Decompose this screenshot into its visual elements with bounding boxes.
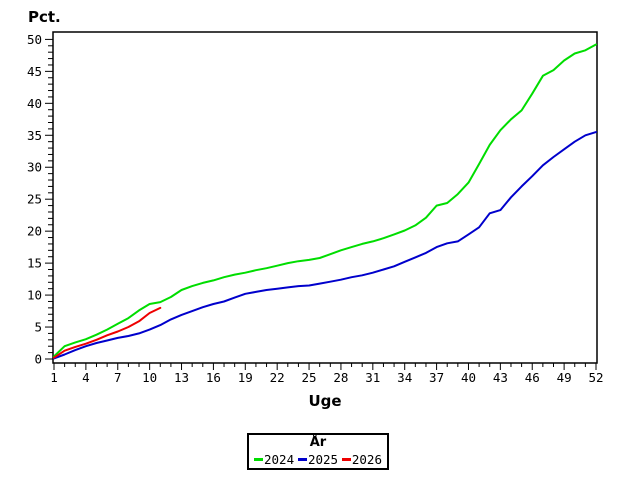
x-axis-title: Uge: [308, 392, 342, 410]
x-tick-label: 34: [397, 370, 412, 385]
x-tick-label: 16: [206, 370, 221, 385]
y-tick-label: 50: [27, 32, 42, 47]
x-tick-label: 19: [238, 370, 253, 385]
series-line-2025: [53, 131, 597, 360]
legend-entry-label: 2025: [307, 452, 339, 467]
series-line-2026: [53, 306, 162, 359]
legend-entries: 2024 2025 2026: [249, 450, 387, 467]
y-tick-label: 5: [34, 320, 42, 335]
y-tick-label: 30: [27, 160, 42, 175]
x-tick-label: 43: [493, 370, 508, 385]
plot-border: [52, 31, 598, 364]
legend-entry-label: 2026: [351, 452, 382, 467]
y-tick-label: 25: [27, 192, 42, 207]
legend-entry-label: 2024: [264, 452, 295, 467]
y-tick-label: 15: [27, 256, 42, 271]
x-tick-label: 52: [588, 370, 603, 385]
x-tick-label: 25: [302, 370, 317, 385]
y-tick-label: 10: [27, 288, 42, 303]
legend: År 2024 2025 2026: [247, 433, 389, 470]
y-tick-label: 0: [34, 352, 42, 367]
legend-entry-2025: 2025: [297, 452, 339, 467]
y-tick-label: 40: [27, 96, 42, 111]
legend-title: År: [309, 435, 327, 450]
legend-line-swatch: [254, 458, 263, 461]
x-tick-label: 4: [82, 370, 90, 385]
legend-entry-2026: 2026: [341, 452, 382, 467]
x-tick-label: 28: [333, 370, 348, 385]
x-tick-label: 46: [525, 370, 540, 385]
x-tick-label: 1: [50, 370, 58, 385]
y-tick-label: 20: [27, 224, 42, 239]
legend-entry-2024: 2024: [254, 452, 294, 467]
series-line-2024: [53, 43, 597, 358]
x-tick-label: 10: [142, 370, 157, 385]
x-tick-label: 13: [174, 370, 189, 385]
x-tick-label: 37: [429, 370, 444, 385]
x-tick-label: 22: [270, 370, 285, 385]
y-tick-label: 35: [27, 128, 42, 143]
y-axis-title: Pct.: [28, 8, 61, 26]
legend-line-swatch: [297, 458, 307, 461]
x-tick-label: 7: [114, 370, 122, 385]
legend-line-swatch: [341, 458, 351, 461]
x-tick-label: 31: [365, 370, 380, 385]
y-tick-label: 45: [27, 64, 42, 79]
x-tick-label: 49: [557, 370, 572, 385]
x-tick-label: 40: [461, 370, 476, 385]
